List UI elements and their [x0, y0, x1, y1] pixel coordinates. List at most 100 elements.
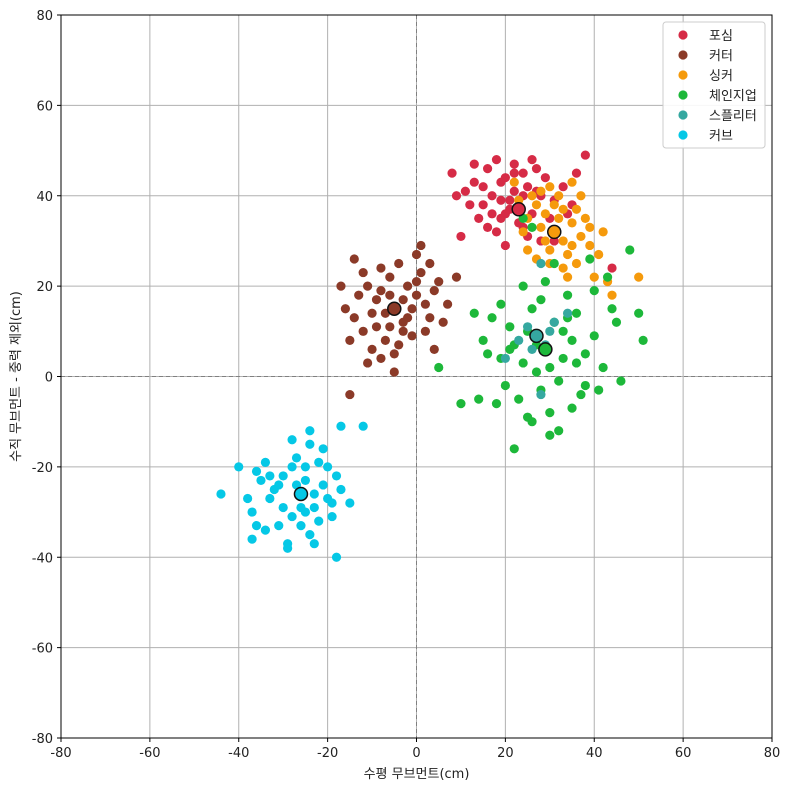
data-point: [265, 471, 275, 481]
y-axis-ticks: -80 -60 -40 -20 0 20 40 60 80: [32, 9, 61, 747]
data-point: [420, 326, 430, 336]
data-point: [589, 286, 599, 296]
data-point: [465, 200, 475, 210]
data-point: [469, 308, 479, 318]
x-tick-label: 0: [412, 746, 420, 761]
data-point: [536, 389, 546, 400]
data-point: [429, 286, 439, 296]
data-point: [416, 240, 426, 251]
data-point: [594, 385, 604, 395]
data-point: [522, 182, 533, 192]
data-point: [562, 290, 573, 300]
legend-label: 커터: [709, 49, 733, 64]
data-point: [576, 191, 586, 201]
data-point: [540, 277, 550, 287]
data-point: [562, 308, 573, 318]
data-point: [571, 358, 582, 368]
data-point: [434, 362, 444, 373]
data-point: [527, 344, 537, 354]
data-point: [371, 295, 382, 305]
data-point: [483, 222, 493, 232]
data-point: [385, 322, 395, 332]
data-point: [558, 326, 568, 336]
data-point: [385, 290, 395, 300]
data-point: [411, 290, 422, 300]
data-point: [354, 290, 364, 300]
legend-label: 스플리터: [709, 109, 757, 124]
data-point: [376, 353, 386, 364]
data-point: [367, 344, 377, 354]
data-point: [514, 335, 524, 345]
data-point: [625, 245, 635, 255]
data-point: [576, 389, 586, 400]
data-point: [323, 462, 333, 472]
data-point: [420, 299, 430, 309]
data-point: [265, 493, 275, 504]
x-tick-label: 60: [675, 746, 692, 761]
data-point: [549, 258, 559, 269]
x-tick-label: -40: [228, 746, 249, 761]
data-point: [567, 240, 577, 251]
data-point: [554, 376, 564, 386]
data-point: [536, 258, 546, 269]
data-point: [296, 521, 306, 531]
data-point: [496, 177, 506, 187]
y-tick-label: -20: [32, 461, 53, 476]
data-point: [580, 213, 590, 223]
data-point: [589, 272, 599, 282]
data-point: [456, 231, 466, 242]
data-point: [425, 313, 435, 323]
data-point: [558, 182, 568, 192]
data-point: [527, 155, 537, 165]
data-point: [340, 304, 350, 314]
data-point: [527, 304, 537, 314]
x-tick-label: 40: [586, 746, 603, 761]
data-point: [309, 539, 319, 549]
legend-label: 커브: [709, 129, 733, 144]
data-point: [411, 277, 422, 287]
data-point: [287, 435, 297, 445]
data-points: [216, 150, 648, 562]
data-point: [278, 471, 288, 481]
data-point: [478, 200, 488, 210]
data-point: [576, 231, 586, 242]
data-point: [483, 349, 493, 359]
data-point: [260, 525, 271, 535]
data-point: [380, 335, 390, 345]
data-point: [536, 222, 546, 232]
data-point: [305, 530, 315, 540]
data-point: [496, 299, 506, 309]
data-point: [300, 507, 311, 517]
y-axis-label: 수직 무브먼트 - 중력 제외(cm): [9, 291, 24, 462]
data-point: [509, 177, 519, 187]
data-point: [260, 457, 271, 467]
data-point: [291, 453, 302, 463]
data-point: [300, 462, 311, 472]
data-point: [345, 389, 355, 400]
data-point: [251, 521, 262, 531]
data-point: [545, 430, 555, 440]
data-point: [314, 516, 324, 526]
data-point: [540, 173, 550, 183]
data-point: [491, 155, 502, 165]
data-point: [634, 308, 644, 318]
data-point: [580, 380, 590, 391]
data-point: [376, 263, 386, 273]
data-point: [571, 168, 582, 178]
y-tick-label: 0: [45, 371, 53, 386]
data-point: [358, 421, 368, 431]
data-point: [327, 511, 337, 522]
data-point: [407, 331, 417, 341]
data-point: [518, 168, 528, 178]
data-point: [571, 258, 582, 269]
data-point: [336, 484, 346, 495]
data-point: [607, 290, 617, 300]
data-point: [585, 254, 595, 264]
data-point: [558, 236, 568, 246]
y-tick-label: 20: [36, 280, 53, 295]
data-point: [496, 195, 506, 205]
data-point: [318, 444, 328, 454]
data-point: [607, 263, 617, 273]
data-point: [403, 281, 413, 291]
